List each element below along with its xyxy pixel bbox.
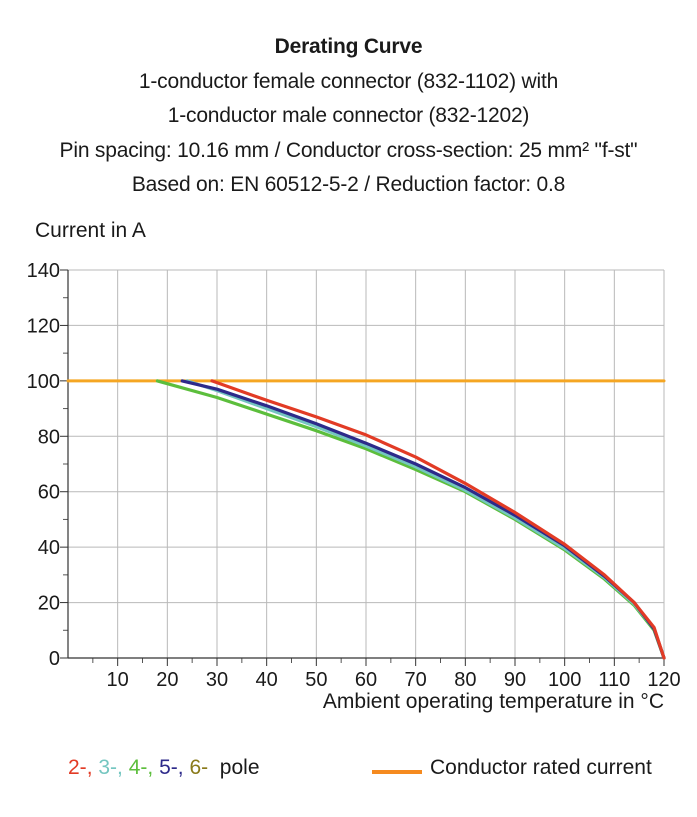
chart-subtitle-line-4: Based on: EN 60512-5-2 / Reduction facto… [131, 173, 566, 196]
legend-sep-3: , [147, 756, 160, 779]
legend-sep-4: , [177, 756, 190, 779]
axes [60, 269, 665, 666]
x-tick-label: 10 [107, 669, 129, 691]
legend-sep-2: , [117, 756, 129, 779]
y-tick-label: 40 [38, 537, 60, 559]
x-tick-label: 40 [256, 669, 278, 691]
legend-pole-3: 3- [98, 756, 118, 779]
legend-poles: 2-, 3-, 4-, 5-, 6- pole [68, 756, 260, 780]
x-axis-label: Ambient operating temperature in °C [322, 690, 664, 713]
x-tick-label: 20 [156, 669, 178, 691]
y-tick-label: 100 [27, 371, 60, 393]
legend-pole-4: 4- [128, 756, 148, 779]
chart-subtitle-line-1: 1-conductor female connector (832-1102) … [138, 69, 559, 93]
y-tick-label: 0 [49, 648, 60, 670]
series-line-2-pole [210, 379, 666, 660]
x-tick-label: 60 [355, 669, 377, 691]
x-tick-label: 110 [598, 669, 630, 691]
grid-lines [68, 269, 665, 658]
x-tick-label: 90 [504, 669, 526, 691]
x-tick-label: 100 [548, 669, 581, 691]
series-lines [66, 379, 666, 660]
series-line-3-pole [185, 379, 666, 660]
x-tick-label: 80 [454, 669, 476, 691]
legend-pole-5: 5- [159, 756, 178, 779]
legend-pole-2: 2- [68, 756, 87, 779]
y-tick-label: 140 [27, 260, 60, 282]
chart-subtitle-line-2: 1-conductor male connector (832-1202) [167, 104, 530, 127]
series-line-4-pole [155, 379, 666, 660]
x-tick-label: 30 [206, 669, 228, 691]
legend-rated-label: Conductor rated current [430, 756, 652, 779]
chart-header: Derating Curve 1-conductor female connec… [0, 30, 697, 203]
y-axis-label: Current in A [35, 219, 146, 242]
x-tick-label: 120 [647, 669, 680, 691]
chart-subtitle-line-3: Pin spacing: 10.16 mm / Conductor cross-… [59, 138, 638, 162]
tick-labels: 10 20 30 40 50 60 70 80 90 100 110 120 0 20 40 60 80 100 1… [27, 260, 681, 691]
y-tick-label: 120 [27, 315, 60, 337]
x-tick-label: 50 [305, 669, 327, 691]
legend-pole-6: 6- [189, 756, 209, 779]
y-tick-label: 20 [38, 593, 60, 615]
chart-title: Derating Curve [274, 35, 423, 58]
y-tick-label: 60 [38, 482, 60, 504]
legend-pole-suffix: pole [219, 756, 260, 779]
y-tick-label: 80 [38, 426, 60, 448]
legend-rated-swatch [372, 770, 422, 774]
series-line-5-pole [180, 379, 666, 660]
legend-sep-1: , [86, 756, 99, 779]
x-tick-label: 70 [405, 669, 427, 691]
